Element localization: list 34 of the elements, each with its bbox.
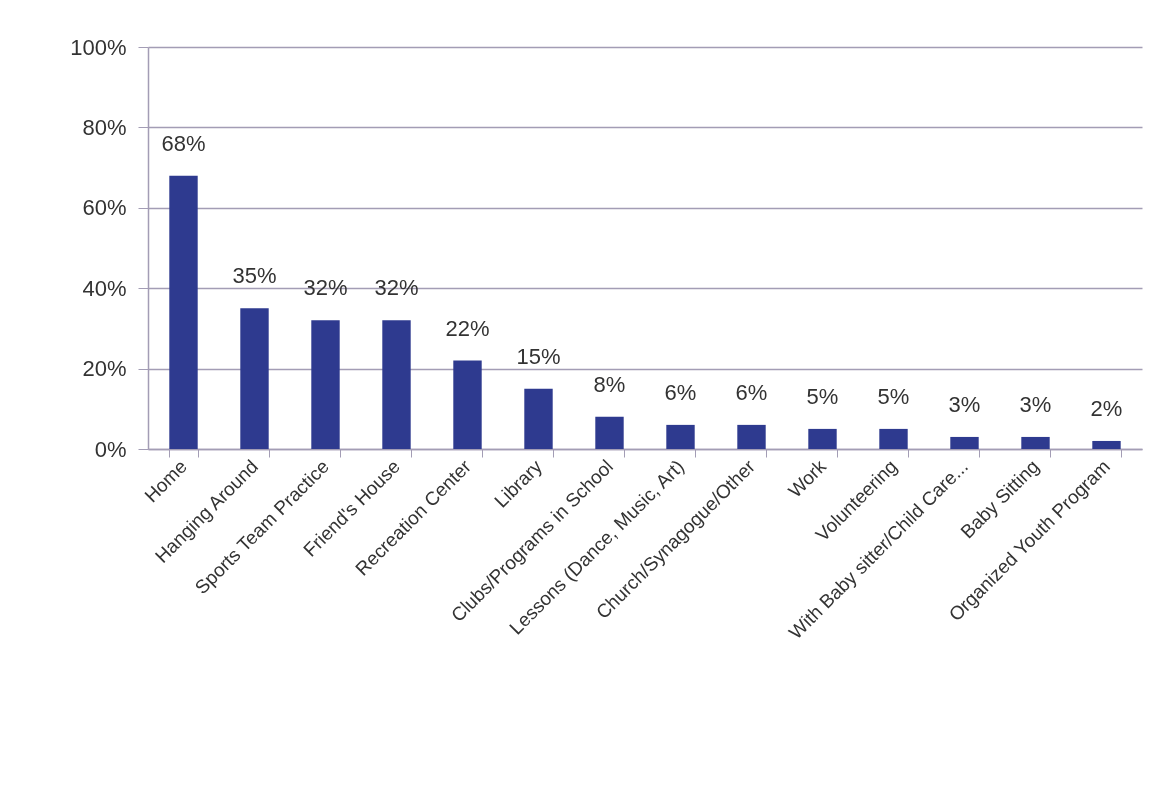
y-tick-label: 100%: [70, 34, 127, 60]
y-tick-label: 40%: [82, 275, 127, 301]
data-label: 68%: [161, 130, 206, 156]
data-label: 6%: [735, 379, 768, 405]
bar: [240, 308, 269, 449]
data-label: 22%: [445, 315, 490, 341]
bar: [950, 436, 979, 449]
bar: [879, 428, 908, 449]
bar: [382, 320, 411, 449]
bar: [808, 428, 837, 449]
y-tick-label: 60%: [82, 195, 127, 221]
bar: [453, 360, 482, 449]
data-label: 15%: [516, 343, 561, 369]
bar: [311, 320, 340, 449]
data-label: 5%: [877, 383, 910, 409]
data-label: 3%: [1019, 391, 1052, 417]
bar: [169, 175, 198, 449]
data-label: 32%: [374, 275, 419, 301]
bar: [524, 388, 553, 449]
bar: [1021, 436, 1050, 449]
data-label: 6%: [664, 379, 697, 405]
data-label: 5%: [806, 383, 839, 409]
bar: [737, 424, 766, 449]
bar: [595, 416, 624, 449]
bar: [1092, 440, 1121, 449]
data-label: 32%: [303, 275, 348, 301]
y-tick-label: 20%: [82, 356, 127, 382]
data-label: 8%: [593, 371, 626, 397]
y-tick-label: 80%: [82, 114, 127, 140]
y-tick-label: 0%: [94, 436, 127, 462]
data-label: 3%: [948, 391, 981, 417]
data-label: 35%: [232, 263, 277, 289]
data-label: 2%: [1090, 395, 1123, 421]
bar: [666, 424, 695, 449]
